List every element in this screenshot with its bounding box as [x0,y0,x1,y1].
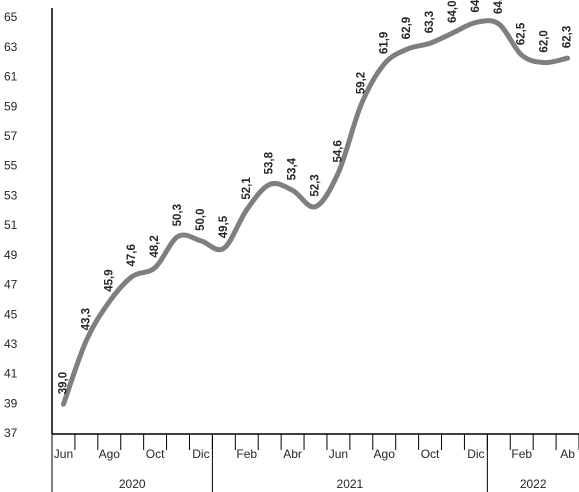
data-label: 63,3 [424,11,436,33]
x-tick-label: Oct [146,447,165,461]
y-tick-label: 53 [4,188,18,202]
y-tick-label: 47 [4,278,18,292]
x-tick-label: Ab [560,447,575,461]
data-label: 50,3 [172,204,184,226]
data-label: 64,0 [447,0,459,22]
data-label: 52,3 [310,174,322,196]
data-label: 52,1 [241,177,253,200]
group-label: 2021 [337,477,364,491]
data-label: 62,0 [539,30,551,52]
data-label: 62,9 [401,17,413,39]
data-label: 62,5 [516,22,528,45]
y-tick-label: 45 [4,307,18,321]
data-label: 45,9 [103,269,115,291]
x-tick-label: Ago [99,447,121,461]
group-label: 2022 [520,477,547,491]
y-tick-label: 61 [4,70,18,84]
x-tick-label: Jun [54,447,73,461]
data-label: 64,6 [493,0,505,14]
y-tick-label: 37 [4,426,18,440]
data-label: 54,6 [332,140,344,162]
x-tick-label: Oct [421,447,440,461]
y-tick-label: 51 [4,218,18,232]
y-tick-label: 65 [4,10,18,24]
data-label: 49,5 [218,215,230,238]
data-label: 59,2 [355,72,367,94]
x-tick-label: Feb [236,447,257,461]
data-label: 53,4 [287,157,299,180]
x-tick-label: Feb [511,447,532,461]
y-tick-label: 49 [4,248,18,262]
y-tick-label: 41 [4,367,18,381]
y-tick-label: 43 [4,337,18,351]
data-label: 64,7 [470,0,482,12]
y-tick-label: 59 [4,99,18,113]
y-tick-label: 55 [4,159,18,173]
x-tick-label: Jun [329,447,348,461]
y-tick-label: 57 [4,129,18,143]
data-label: 50,0 [195,208,207,230]
x-tick-label: Dic [467,447,484,461]
x-tick-label: Abr [283,447,302,461]
group-label: 2020 [119,477,146,491]
line [60,18,571,407]
y-tick-label: 39 [4,396,18,410]
data-label: 39,0 [57,372,69,394]
data-label: 61,9 [378,32,390,54]
data-label: 62,3 [562,26,574,48]
data-label: 43,3 [80,308,92,330]
data-label: 48,2 [149,235,161,257]
x-tick-label: Ago [374,447,396,461]
x-tick-label: Dic [192,447,209,461]
data-label: 53,8 [264,151,276,174]
y-tick-label: 63 [4,40,18,54]
data-label: 47,6 [126,244,138,266]
